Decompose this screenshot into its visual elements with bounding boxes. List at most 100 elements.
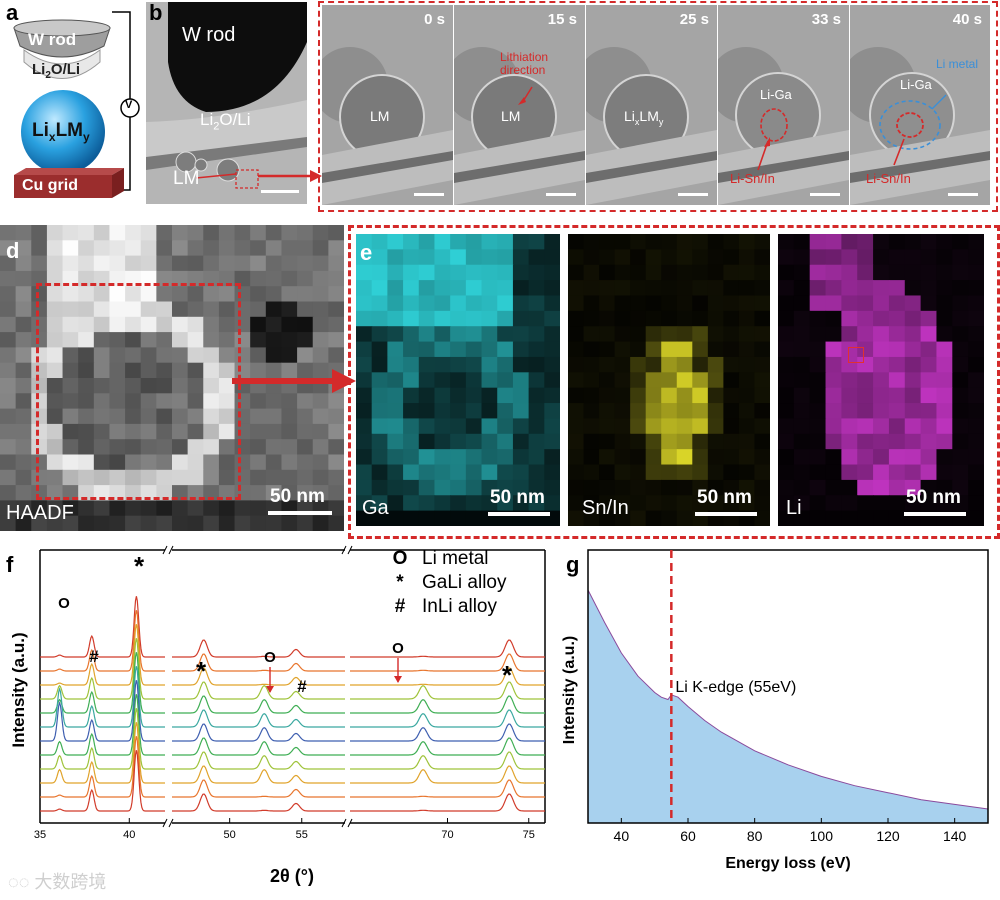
panel-g-eels-chart: Li K-edge (55eV) 40 60 80 100 120 140 Intensity… [561,549,989,872]
panel-a-cu-grid-label: Cu grid [22,177,78,194]
panel-b-lm-label: LM [173,168,200,189]
watermark-text: 大数跨境 [34,872,107,892]
panel-e-snin-label: Sn/In [582,497,629,519]
panel-label-g: g [566,552,580,577]
f-ylabel: Intensity (a.u.) [9,632,28,747]
f-axis-break-2 [162,545,174,555]
panel-e-ga-scalebar [488,512,550,516]
g-xtick-label-60: 60 [680,828,696,844]
panel-c-frame-3: 33 s Li-Ga Li-Sn/In [718,5,849,205]
g-area [588,590,988,823]
panel-label-d: d [6,238,20,263]
panel-c-frame-2-lm: LM [639,108,659,124]
panel-e-li-roi-box [848,347,864,363]
f-xtick-label-70: 70 [441,829,453,841]
panel-b-li2o-rest: O/Li [219,110,251,129]
panel-c-time-3: 33 s [811,11,841,28]
panel-c-frame-3-annotation: Li-Sn/In [730,171,775,186]
panel-b-li2o-label: Li2O/Li [200,110,251,132]
panel-c-frame-0-label: LM [370,108,390,124]
panel-c-frame-2-x: x [634,116,640,127]
panel-c-frame-4-drawing [850,5,990,205]
panel-e-li-label: Li [786,497,802,519]
f-xtick-label-50: 50 [224,829,236,841]
f-axis-break-1 [341,818,353,828]
f-series-4 [40,652,545,714]
panel-a-w-rod-label: W rod [28,30,77,49]
f-axis-break-0 [162,818,174,828]
panel-c-frame-2-y: y [658,116,664,127]
panel-a-li2o-label: Li2O/Li [32,61,80,81]
f-series-0 [40,596,545,658]
panel-c-frame-3-label: Li-Ga [760,87,792,102]
panel-d-haadf-map [0,225,344,531]
d-to-e-arrow [232,369,356,393]
panel-c-frame [318,1,998,212]
panel-c-time-0: 0 s [424,11,445,28]
g-xtick-label-120: 120 [876,828,900,844]
panel-c-frame-4-annotation: Li-Sn/In [866,171,911,186]
f-legend-marker-2: # [395,596,406,617]
f-series-8 [40,708,545,770]
f-marker-in-2: # [297,677,307,696]
panel-e-snin-scalebar [695,512,757,516]
g-xtick-label-40: 40 [614,828,630,844]
panel-a-schematic [13,11,140,198]
panel-c-frame-3-scalebar [810,193,840,196]
g-xtick-label-140: 140 [943,828,967,844]
panel-b-tem-drawing [146,2,307,204]
watermark-icon: ◌◌ [8,872,30,892]
g-line [587,589,989,810]
panel-b-li2o-li: Li [200,110,214,129]
panel-label-e: e [360,240,373,265]
f-series-2 [40,624,545,686]
panel-d-scale-label: 50 nm [270,486,325,507]
panel-c-frame-2: 25 s LixLMy [586,5,717,205]
panel-c-time-2: 25 s [679,11,709,28]
panel-e-snin-map [568,234,770,526]
watermark: ◌◌ 大数跨境 [8,868,106,894]
f-legend-marker-1: * [396,572,404,593]
panel-c-time-4: 40 s [952,11,982,28]
panel-a-lm-lm: LM [55,120,84,141]
panel-c-frame-0-drawing [322,5,453,205]
f-series-10 [40,736,545,798]
panel-e-li-map [778,234,984,526]
f-marker-li-2: O [264,649,276,666]
panel-label-a: a [6,0,19,25]
f-marker-ga-1: * [134,551,145,581]
f-series-1 [40,610,545,672]
panel-e-frame [348,225,1000,539]
f-series-7 [40,694,545,756]
panel-c-frame-1: 15 s Lithiation direction LM [454,5,585,205]
f-xlabel: 2θ (°) [270,866,314,886]
f-xtick-label-40: 40 [123,829,135,841]
f-li-arrowhead-0 [266,686,274,693]
map-ga-pixels [356,234,560,526]
panel-c-frame-2-drawing [586,5,717,205]
f-legend-label-2: InLi alloy [422,596,497,617]
panel-c-frame-3-drawing [718,5,849,205]
f-marker-ga-3: * [502,660,513,690]
panel-a-lm-label: LixLMy [32,120,90,144]
panel-a-lm-y: y [83,129,90,144]
panel-e-snin-scale-label: 50 nm [697,487,752,508]
g-xlabel: Energy loss (eV) [725,855,850,872]
f-marker-ga-2: * [196,656,207,686]
panel-c-frame-1-scalebar [546,193,576,196]
f-marker-li-3: O [392,640,404,657]
panel-c-frame-2-scalebar [678,193,708,196]
g-xtick-label-100: 100 [810,828,834,844]
f-series-5 [40,666,545,728]
panel-c-frame-1-label: LM [501,108,521,124]
panel-d-scalebar [268,511,332,515]
panel-c-frame-4-label: Li-Ga [900,77,932,92]
panel-a-voltmeter-icon: V [125,99,133,111]
f-legend-label-1: GaLi alloy [422,572,507,593]
f-legend-label-0: Li metal [422,548,489,569]
panel-c-frame-2-label: LixLMy [624,108,663,127]
panel-a-li2o-rest: O/Li [50,61,81,78]
g-ylabel: Intensity (a.u.) [561,636,578,744]
panel-c-frame-1-drawing [454,5,585,205]
g-xtick-label-80: 80 [747,828,763,844]
